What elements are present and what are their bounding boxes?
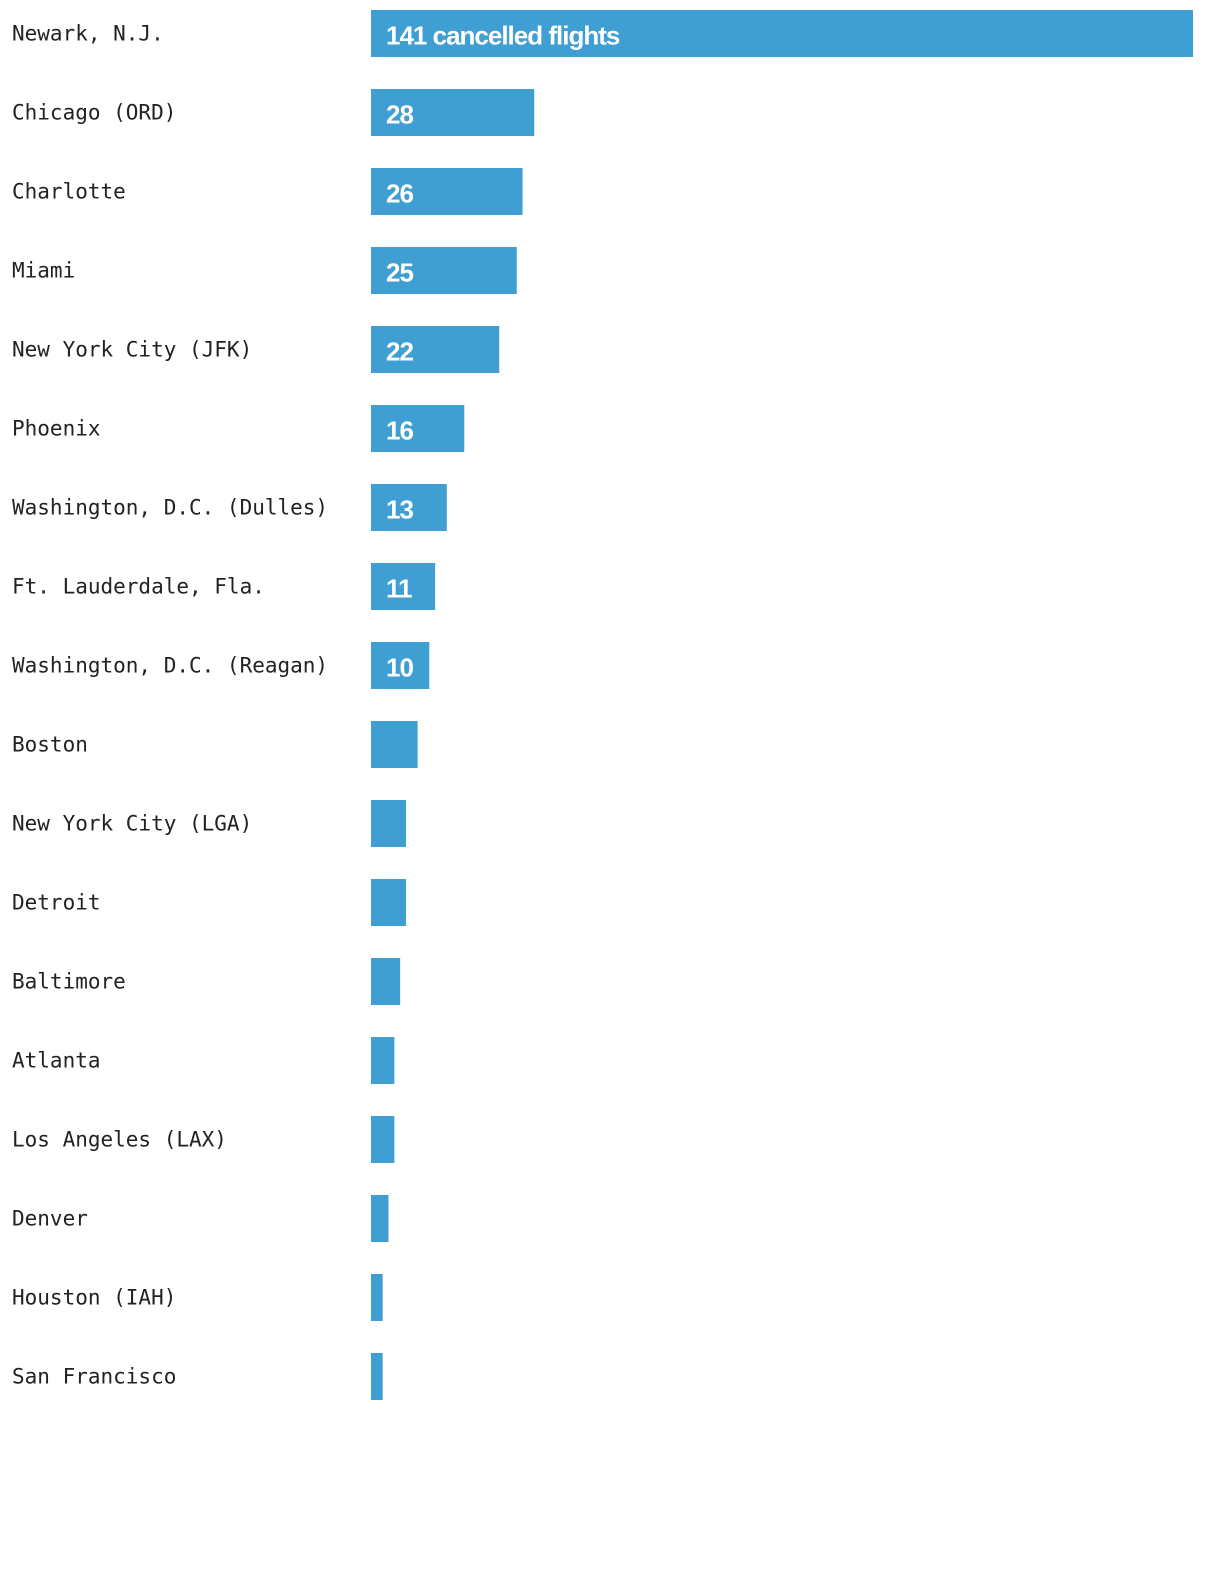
bar-value-label: 26 [386, 179, 413, 209]
bar [371, 958, 401, 1005]
bar [371, 800, 406, 847]
bar-row: Washington, D.C. (Reagan) 10 [12, 642, 430, 689]
bar-row: Houston (IAH) [12, 1274, 383, 1321]
bar [371, 1195, 389, 1242]
bar-row: Charlotte 26 [12, 168, 523, 215]
bar [371, 1353, 383, 1400]
bar [371, 642, 430, 689]
category-label: Atlanta [12, 1049, 101, 1073]
bar-row: Chicago (ORD) 28 [12, 89, 535, 136]
bar-value-label: 25 [386, 258, 413, 288]
bar-value-label: 141 cancelled flights [386, 21, 620, 51]
category-label: Phoenix [12, 417, 101, 441]
bar-row: Baltimore [12, 958, 401, 1005]
bar [371, 484, 447, 531]
category-label: Miami [12, 259, 75, 283]
bar [371, 1274, 383, 1321]
bar-row: Denver [12, 1195, 389, 1242]
bar-row: Miami 25 [12, 247, 517, 294]
bar-row: Boston [12, 721, 418, 768]
category-label: Detroit [12, 891, 101, 915]
bar-value-label: 13 [386, 495, 413, 525]
bar-value-label: 16 [386, 416, 413, 446]
bar-row: New York City (LGA) [12, 800, 406, 847]
bar-value-label: 28 [386, 100, 413, 130]
bar-row: Los Angeles (LAX) [12, 1116, 395, 1163]
category-label: Ft. Lauderdale, Fla. [12, 575, 265, 599]
bar-row: Atlanta [12, 1037, 395, 1084]
category-label: Washington, D.C. (Reagan) [12, 654, 328, 678]
bar [371, 89, 535, 136]
category-label: San Francisco [12, 1365, 176, 1389]
bar-value-label: 22 [386, 337, 413, 367]
bar [371, 1037, 395, 1084]
category-label: Washington, D.C. (Dulles) [12, 496, 328, 520]
category-label: Los Angeles (LAX) [12, 1128, 227, 1152]
category-label: Boston [12, 733, 88, 757]
bar-value-label: 10 [386, 653, 413, 683]
bar [371, 10, 1193, 57]
bar [371, 1116, 395, 1163]
category-label: Houston (IAH) [12, 1286, 176, 1310]
category-label: Chicago (ORD) [12, 101, 176, 125]
bar-row: Ft. Lauderdale, Fla. 11 [12, 563, 436, 610]
bar-value-label: 11 [386, 574, 412, 604]
bar [371, 405, 465, 452]
bar-row: Phoenix 16 [12, 405, 465, 452]
category-label: Denver [12, 1207, 88, 1231]
bar-row: New York City (JFK) 22 [12, 326, 500, 373]
category-label: Newark, N.J. [12, 22, 164, 46]
bar [371, 326, 500, 373]
category-label: New York City (LGA) [12, 812, 252, 836]
category-label: Charlotte [12, 180, 126, 204]
bar [371, 563, 436, 610]
bar [371, 721, 418, 768]
bar [371, 879, 406, 926]
bar-row: Detroit [12, 879, 406, 926]
bar-row: Newark, N.J. 141 cancelled flights [12, 10, 1193, 57]
bar [371, 168, 523, 215]
bar [371, 247, 517, 294]
bar-row: San Francisco [12, 1353, 383, 1400]
category-label: New York City (JFK) [12, 338, 252, 362]
category-label: Baltimore [12, 970, 126, 994]
bar-row: Washington, D.C. (Dulles) 13 [12, 484, 447, 531]
